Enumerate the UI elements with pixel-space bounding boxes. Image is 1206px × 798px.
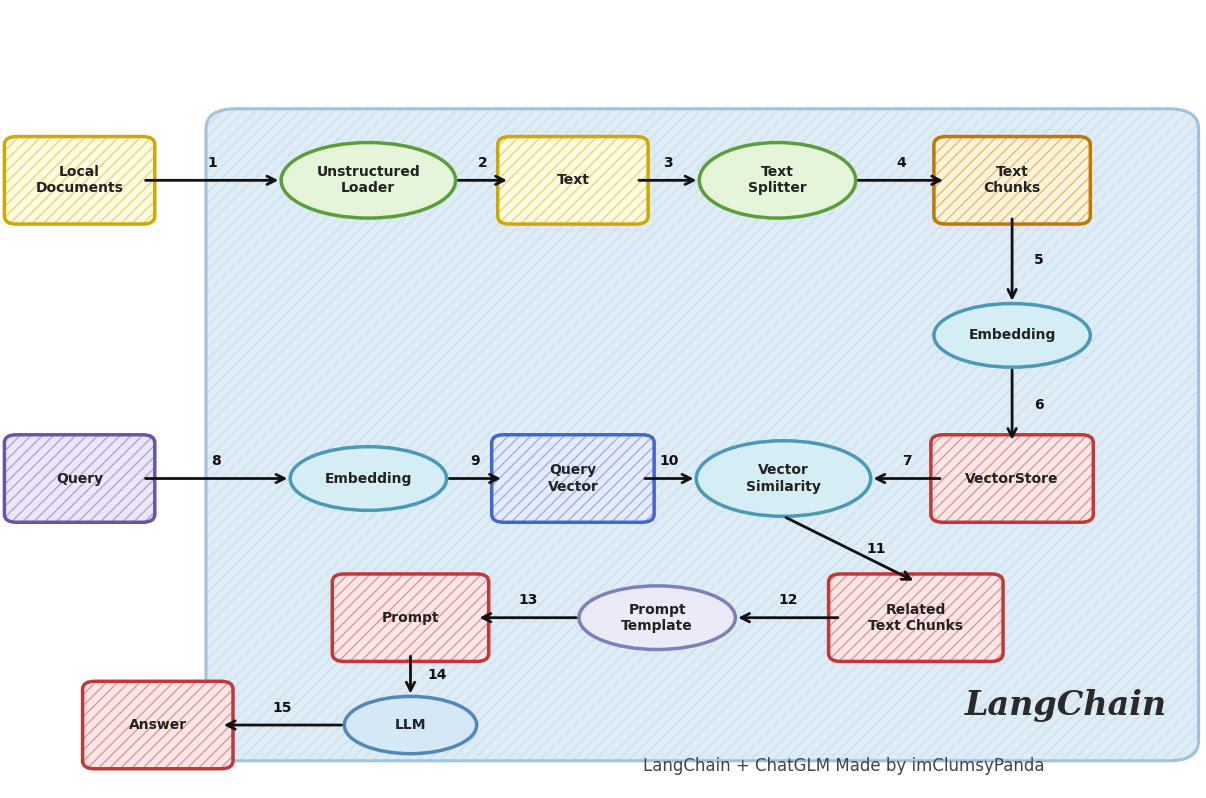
Text: 8: 8 [211, 454, 222, 468]
Text: Vector
Similarity: Vector Similarity [747, 464, 821, 494]
Text: 4: 4 [896, 156, 906, 170]
Text: Prompt
Template: Prompt Template [621, 602, 693, 633]
FancyBboxPatch shape [82, 681, 233, 768]
Ellipse shape [281, 143, 456, 218]
Ellipse shape [933, 303, 1090, 367]
FancyBboxPatch shape [492, 435, 654, 522]
Text: 1: 1 [207, 156, 217, 170]
Text: 5: 5 [1034, 253, 1043, 267]
Text: Local
Documents: Local Documents [36, 165, 123, 196]
Text: 9: 9 [470, 454, 480, 468]
Text: Text
Splitter: Text Splitter [748, 165, 807, 196]
Text: 11: 11 [866, 542, 886, 556]
Text: Answer: Answer [129, 718, 187, 732]
FancyBboxPatch shape [933, 136, 1090, 224]
Text: Text: Text [556, 173, 590, 188]
Text: 12: 12 [778, 593, 797, 607]
FancyBboxPatch shape [931, 435, 1094, 522]
FancyBboxPatch shape [333, 574, 488, 662]
Text: 3: 3 [663, 156, 673, 170]
Text: 15: 15 [273, 701, 292, 714]
Text: Embedding: Embedding [324, 472, 412, 485]
FancyBboxPatch shape [5, 136, 154, 224]
Ellipse shape [579, 586, 736, 650]
Text: Unstructured
Loader: Unstructured Loader [316, 165, 420, 196]
Text: VectorStore: VectorStore [965, 472, 1059, 485]
Text: Embedding: Embedding [968, 329, 1055, 342]
Text: 14: 14 [427, 668, 446, 682]
FancyBboxPatch shape [829, 574, 1003, 662]
Text: Related
Text Chunks: Related Text Chunks [868, 602, 964, 633]
Text: 13: 13 [519, 593, 538, 607]
Text: Text
Chunks: Text Chunks [983, 165, 1041, 196]
Text: 7: 7 [902, 454, 912, 468]
Ellipse shape [291, 447, 446, 511]
Text: 6: 6 [1034, 398, 1043, 412]
FancyBboxPatch shape [5, 435, 154, 522]
Ellipse shape [344, 697, 476, 753]
Text: Query: Query [55, 472, 104, 485]
Text: Prompt: Prompt [381, 610, 439, 625]
Text: Query
Vector: Query Vector [548, 464, 598, 494]
Ellipse shape [696, 440, 871, 516]
FancyBboxPatch shape [498, 136, 648, 224]
Text: LangChain: LangChain [965, 689, 1167, 721]
FancyBboxPatch shape [206, 109, 1199, 760]
Text: 2: 2 [478, 156, 487, 170]
Text: 10: 10 [660, 454, 679, 468]
Ellipse shape [699, 143, 856, 218]
Text: LangChain + ChatGLM Made by imClumsyPanda: LangChain + ChatGLM Made by imClumsyPand… [643, 757, 1044, 776]
Text: LLM: LLM [394, 718, 426, 732]
